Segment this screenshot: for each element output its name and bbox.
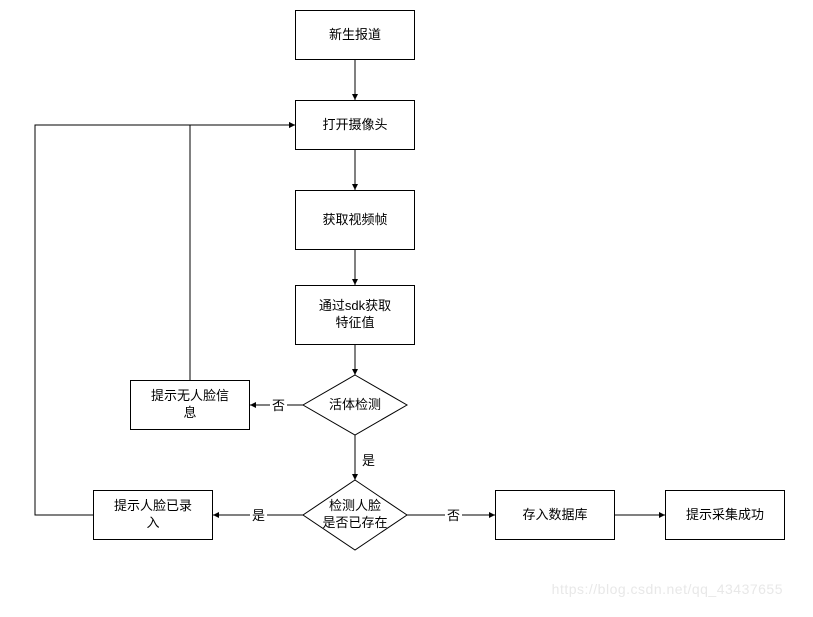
edge-label: 否 xyxy=(445,505,462,524)
edge-label: 是 xyxy=(250,505,267,524)
flow-decision-d2: 检测人脸是否已存在 xyxy=(303,480,407,550)
flow-node-n1: 新生报道 xyxy=(295,10,415,60)
flow-node-n6: 提示人脸已录入 xyxy=(93,490,213,540)
flow-decision-d1: 活体检测 xyxy=(303,375,407,435)
flow-node-n2: 打开摄像头 xyxy=(295,100,415,150)
flow-node-n7: 存入数据库 xyxy=(495,490,615,540)
flow-node-n5: 提示无人脸信息 xyxy=(130,380,250,430)
edge-label: 是 xyxy=(360,450,377,469)
flow-node-n8: 提示采集成功 xyxy=(665,490,785,540)
flow-node-n3: 获取视频帧 xyxy=(295,190,415,250)
edge-label: 否 xyxy=(270,395,287,414)
flow-node-n4: 通过sdk获取特征值 xyxy=(295,285,415,345)
